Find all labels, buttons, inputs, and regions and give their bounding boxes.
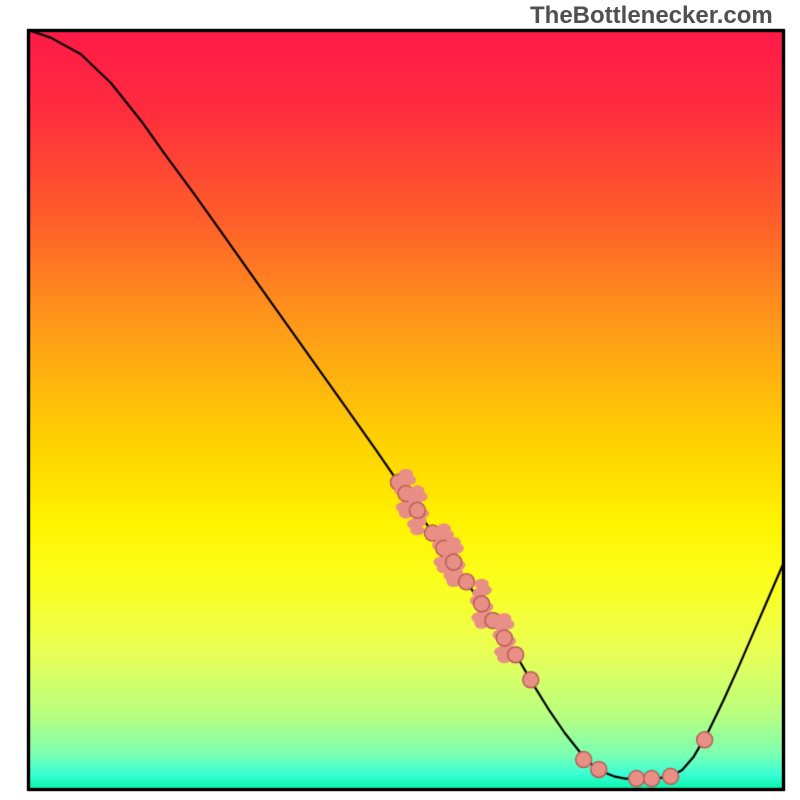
curve-layer	[0, 0, 800, 800]
chart-container: TheBottlenecker.com	[0, 0, 800, 800]
watermark-text: TheBottlenecker.com	[530, 2, 773, 30]
